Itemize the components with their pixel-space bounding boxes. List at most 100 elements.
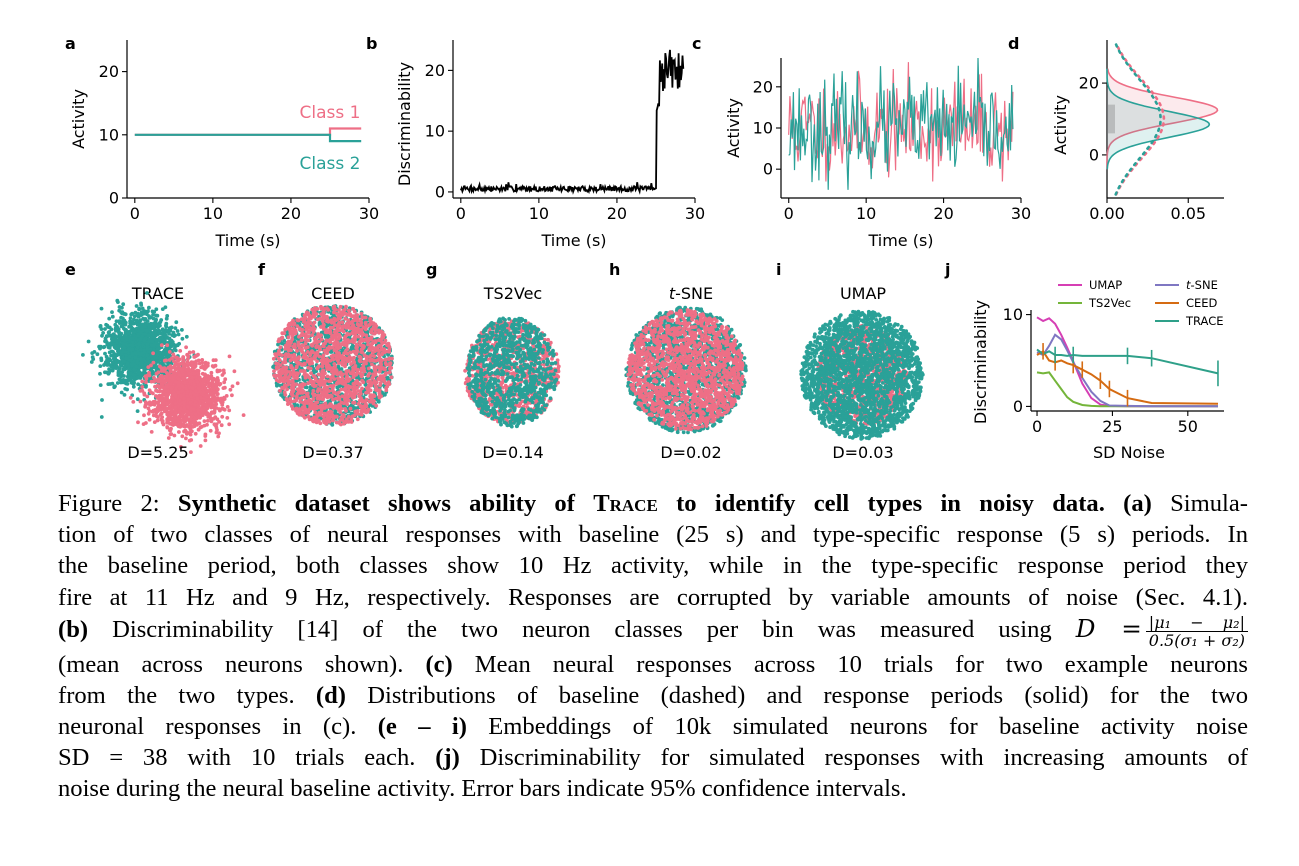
panel-d: 0.00 0.05 0 20 Activity <box>1051 40 1224 223</box>
panel-j-legend-label: t-SNE <box>1186 278 1218 292</box>
panel-e-score: D=5.25 <box>127 443 188 462</box>
caption-line: (b) Discriminability [14] of the two neu… <box>58 613 1248 649</box>
panel-d-x-tick-label: 0.05 <box>1170 204 1206 223</box>
panel-j-xlabel: SD Noise <box>1093 443 1165 462</box>
panel-f: CEED D=0.37 <box>271 284 394 462</box>
panel-b-series <box>459 49 685 195</box>
panel-a-letter: a <box>65 34 76 53</box>
panel-a-class1-label: Class 1 <box>300 103 361 123</box>
panel-j-x-tick-label: 50 <box>1178 417 1198 436</box>
panel-h: t-SNE D=0.02 <box>624 284 748 462</box>
caption-line: the baseline period, both classes show 1… <box>58 552 1248 580</box>
panel-a-x-tick-label: 30 <box>359 204 379 223</box>
caption-line: fire at 11 Hz and 9 Hz, respectively. Re… <box>58 583 1248 611</box>
panel-j-legend-label: TRACE <box>1185 314 1224 328</box>
panel-j-x-tick-label: 25 <box>1102 417 1122 436</box>
panel-e-title: TRACE <box>131 284 184 303</box>
panel-c-x-tick-label: 0 <box>784 204 794 223</box>
panel-i-title: UMAP <box>840 284 886 303</box>
panel-b-y-tick-label: 10 <box>425 122 445 141</box>
caption-line: (mean across neurons shown). (c) Mean ne… <box>58 650 1248 678</box>
panel-a-xlabel: Time (s) <box>214 231 280 250</box>
panel-c-y-tick-label: 0 <box>763 160 773 179</box>
panel-h-class1-points <box>626 308 745 432</box>
figure-2-panels: 0 10 20 30 0 10 20 Class 1 Class 2 Time (s) Activi… <box>65 34 1224 462</box>
panel-a-x-tick-label: 10 <box>203 204 223 223</box>
panel-j-ylabel: Discriminability <box>971 300 990 424</box>
panel-f-score: D=0.37 <box>302 443 363 462</box>
panels-layer: 0 10 20 30 0 10 20 Class 1 Class 2 Time (s) Activi… <box>65 34 1224 462</box>
panel-j-series-ceed <box>1036 349 1219 405</box>
panel-c-series-2 <box>788 57 1014 190</box>
panel-b-x-tick-label: 10 <box>529 204 549 223</box>
panel-c-x-tick-label: 20 <box>933 204 953 223</box>
panel-j-letter: j <box>944 260 950 279</box>
panel-d-class2-baseline <box>1114 42 1162 196</box>
panel-c-x-tick-label: 30 <box>1011 204 1031 223</box>
panel-b-x-tick-label: 20 <box>607 204 627 223</box>
panel-f-title: CEED <box>311 284 355 303</box>
panel-j-legend-label: UMAP <box>1089 278 1122 292</box>
discriminability-formula: |μ₁ − μ₂| 0.5(σ₁ + σ₂) <box>1145 614 1248 649</box>
panel-g: TS2Vec D=0.14 <box>463 284 561 462</box>
panel-a-x-tick-label: 20 <box>281 204 301 223</box>
panel-a: 0 10 20 30 0 10 20 Class 1 Class 2 Time (s) Activi… <box>69 40 379 250</box>
panel-j-series-trace <box>1036 348 1219 375</box>
panel-e: TRACE D=5.25 <box>81 284 246 462</box>
panel-g-title: TS2Vec <box>483 284 542 303</box>
panel-a-y-tick-label: 20 <box>99 62 119 81</box>
panel-h-letter: h <box>609 260 620 279</box>
panel-d-ylabel: Activity <box>1051 95 1070 155</box>
panel-e-class2-points <box>81 291 197 419</box>
panel-a-series-2 <box>134 133 362 143</box>
panel-c-y-tick-label: 10 <box>753 119 773 138</box>
panel-j-series-t-sne <box>1036 333 1218 408</box>
panel-d-class1-response-fill <box>1107 68 1218 170</box>
panel-i-class2-points <box>799 309 925 441</box>
panel-g-letter: g <box>426 260 437 279</box>
panel-a-y-tick-label: 10 <box>99 125 119 144</box>
panel-b-xlabel: Time (s) <box>540 231 606 250</box>
caption-line: SD = 38 with 10 trials each. (j) Discrim… <box>58 744 1248 772</box>
panel-b-ylabel: Discriminability <box>395 62 414 186</box>
panel-h-score: D=0.02 <box>660 443 721 462</box>
panel-g-score: D=0.14 <box>482 443 543 462</box>
panel-d-x-tick-label: 0.00 <box>1089 204 1125 223</box>
panel-j-legend-label: CEED <box>1186 296 1218 310</box>
panel-e-class1-points <box>128 343 246 454</box>
panel-a-x-tick-label: 0 <box>130 204 140 223</box>
panel-j-legend-label: TS2Vec <box>1088 296 1131 310</box>
panel-d-class2-response-fill <box>1107 68 1210 170</box>
panel-j: 0 25 50 0 10 UMAP TS2Vec t-SNE CEED TRACE SD Noise… <box>971 278 1224 462</box>
panel-a-ylabel: Activity <box>69 89 88 149</box>
caption-line: neuronal responses in (c). (e – i) Embed… <box>58 713 1248 741</box>
panel-a-class2-label: Class 2 <box>300 154 361 174</box>
panel-b-y-tick-label: 20 <box>425 61 445 80</box>
panel-j-y-tick-label: 0 <box>1013 397 1023 416</box>
panel-j-x-tick-label: 0 <box>1032 417 1042 436</box>
panel-d-y-tick-label: 20 <box>1079 74 1099 93</box>
panel-b-letter: b <box>366 34 377 53</box>
panel-c-letter: c <box>692 34 701 53</box>
panel-g-class2-points <box>465 316 559 429</box>
panel-b-x-tick-label: 30 <box>685 204 705 223</box>
panel-c-y-tick-label: 20 <box>753 77 773 96</box>
panel-j-y-tick-label: 10 <box>1003 305 1023 324</box>
panel-h-title: t-SNE <box>669 284 713 303</box>
panel-d-class2-response-line <box>1106 68 1211 170</box>
panel-d-class1-response-line <box>1106 68 1219 170</box>
panel-b-y-tick-label: 0 <box>435 182 445 201</box>
panel-b-x-tick-label: 0 <box>456 204 466 223</box>
caption-line: tion of two classes of neural responses … <box>58 521 1248 549</box>
panel-i: UMAP D=0.03 <box>799 284 925 462</box>
panel-c-ylabel: Activity <box>724 98 743 158</box>
panel-d-overlap-shade <box>1107 104 1115 134</box>
panel-f-class1-points <box>271 304 394 427</box>
panel-c-x-tick-label: 10 <box>856 204 876 223</box>
panel-a-y-tick-label: 0 <box>109 189 119 208</box>
panel-d-y-tick-label: 0 <box>1089 145 1099 164</box>
caption-line: noise during the neural baseline activit… <box>58 775 907 803</box>
panel-c-xlabel: Time (s) <box>867 231 933 250</box>
